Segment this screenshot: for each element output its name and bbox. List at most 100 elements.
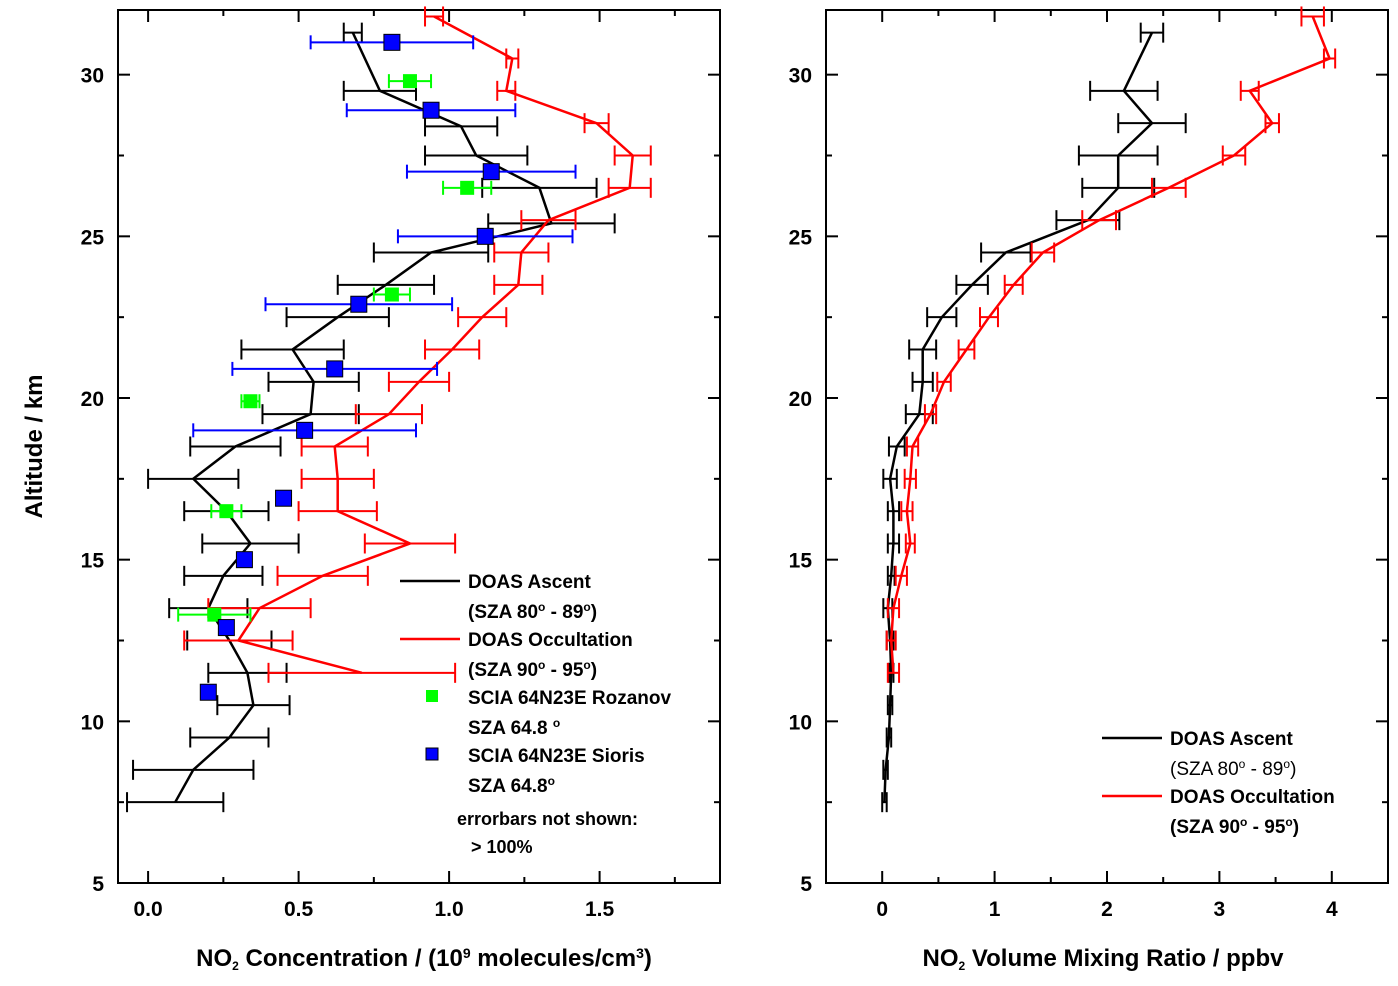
x-tick-label: 3 bbox=[1214, 898, 1226, 921]
data-point-marker bbox=[296, 421, 314, 439]
series-line bbox=[236, 15, 635, 675]
data-point-marker bbox=[402, 74, 417, 89]
degree-superscript: o bbox=[1283, 757, 1290, 771]
legend-note: > 100% bbox=[471, 837, 533, 857]
y-tick-label: 30 bbox=[81, 65, 104, 88]
degree-superscript: o bbox=[583, 658, 590, 672]
legend-sublabel-part: - 95 bbox=[545, 660, 583, 681]
x-axis-label-part: molecules/cm bbox=[471, 945, 636, 972]
legend-label: DOAS Occultation bbox=[1170, 787, 1335, 808]
x-axis-label-subscript: 2 bbox=[959, 959, 966, 973]
legend-label: SCIA 64N23E Rozanov bbox=[468, 688, 672, 709]
y-tick-label: 5 bbox=[92, 873, 104, 896]
y-tick-label: 10 bbox=[81, 711, 104, 734]
panel-1: 0.0 0.5 1.0 1.5 5 10 15 20 25 30 NO2 Concentration… bbox=[21, 6, 721, 974]
legend: DOAS Ascent (SZA 80o - 89o) DOAS Occultati… bbox=[1102, 729, 1335, 838]
legend-sublabel: (SZA 90o - 95o) bbox=[1170, 815, 1299, 838]
data-point-marker bbox=[350, 295, 368, 313]
x-tick-label: 0.0 bbox=[133, 898, 162, 921]
degree-superscript: o bbox=[583, 600, 590, 614]
y-tick-label: 30 bbox=[789, 65, 812, 88]
data-point-marker bbox=[235, 551, 253, 569]
y-tick-label: 20 bbox=[81, 388, 104, 411]
data-point-marker bbox=[199, 683, 217, 701]
legend-sublabel-part: ) bbox=[1293, 817, 1299, 838]
degree-superscript: o bbox=[548, 774, 555, 788]
legend: DOAS Ascent(SZA 80o - 89o)DOAS Occultati… bbox=[400, 572, 672, 857]
legend-label: DOAS Occultation bbox=[468, 630, 633, 651]
legend-sublabel: SZA 64.8 o bbox=[468, 716, 560, 739]
y-tick-label: 20 bbox=[789, 388, 812, 411]
x-axis-label-part: NO bbox=[923, 945, 959, 972]
data-point-marker bbox=[243, 394, 258, 409]
data-point-marker bbox=[217, 619, 235, 637]
degree-superscript: o bbox=[538, 600, 545, 614]
legend-sublabel-part: ) bbox=[591, 660, 597, 681]
data-point-marker bbox=[275, 489, 293, 507]
legend-sublabel-part: SZA 64.8 bbox=[468, 776, 548, 797]
legend-sublabel-part: - 95 bbox=[1247, 817, 1285, 838]
legend-sublabel-part: (SZA 90 bbox=[468, 660, 538, 681]
x-axis-label-part: Volume Mixing Ratio / ppbv bbox=[965, 945, 1284, 972]
x-axis-label-part: Concentration / (10 bbox=[239, 945, 463, 972]
legend-sublabel-part: (SZA 80 bbox=[468, 602, 538, 623]
legend-sublabel-part: ) bbox=[591, 602, 597, 623]
legend-sublabel-part: ) bbox=[1290, 759, 1296, 780]
x-tick-label: 1.0 bbox=[434, 898, 463, 921]
legend-label: DOAS Ascent bbox=[468, 572, 591, 593]
x-axis-label-part: NO bbox=[196, 945, 232, 972]
x-axis-label-superscript: 3 bbox=[636, 945, 644, 961]
series-line bbox=[889, 16, 1332, 673]
degree-superscript: o bbox=[1239, 757, 1246, 771]
x-tick-label: 4 bbox=[1326, 898, 1338, 921]
legend-label: DOAS Ascent bbox=[1170, 729, 1293, 750]
degree-superscript: o bbox=[1240, 815, 1247, 829]
x-tick-label: 1.5 bbox=[585, 898, 615, 921]
series-scia-64n23e-sioris bbox=[192, 33, 577, 701]
x-axis-label-subscript: 2 bbox=[232, 959, 239, 973]
y-tick-label: 15 bbox=[789, 550, 813, 573]
legend-sublabel-part: (SZA 90 bbox=[1170, 817, 1240, 838]
data-point-marker bbox=[326, 360, 344, 378]
x-tick-label: 2 bbox=[1101, 898, 1113, 921]
degree-superscript: o bbox=[1285, 815, 1292, 829]
legend-sublabel-part: SZA 64.8 bbox=[468, 718, 553, 739]
legend-label: SCIA 64N23E Sioris bbox=[468, 746, 645, 767]
legend-sublabel-part: - 89 bbox=[545, 602, 583, 623]
legend-swatch-marker bbox=[425, 747, 439, 761]
data-point-marker bbox=[460, 180, 475, 195]
legend-sublabel: (SZA 80o - 89o) bbox=[1170, 757, 1296, 780]
data-point-marker bbox=[384, 287, 399, 302]
legend-sublabel: SZA 64.8o bbox=[468, 774, 555, 797]
x-axis-label: NO2 Volume Mixing Ratio / ppbv bbox=[923, 945, 1285, 973]
y-tick-label: 10 bbox=[789, 711, 812, 734]
y-tick-label: 5 bbox=[800, 873, 812, 896]
series-scia-64n23e-rozanov bbox=[177, 74, 493, 622]
y-tick-label: 25 bbox=[81, 226, 105, 249]
y-tick-label: 15 bbox=[81, 550, 105, 573]
series-doas-occultation bbox=[885, 6, 1337, 683]
x-tick-label: 0 bbox=[876, 898, 888, 921]
series-line bbox=[174, 32, 554, 803]
plot-frame bbox=[117, 9, 721, 884]
x-axis-label: NO2 Concentration / (109 molecules/cm3) bbox=[196, 945, 652, 974]
legend-sublabel: (SZA 90o - 95o) bbox=[468, 658, 597, 681]
x-axis-label-part: ) bbox=[644, 945, 652, 972]
degree-superscript: o bbox=[553, 716, 560, 730]
x-axis-label-superscript: 9 bbox=[463, 945, 471, 961]
data-point-marker bbox=[482, 163, 500, 181]
x-tick-label: 1 bbox=[989, 898, 1001, 921]
x-tick-label: 0.5 bbox=[284, 898, 314, 921]
data-point-marker bbox=[207, 607, 222, 622]
legend-swatch-marker bbox=[426, 690, 438, 702]
data-point-marker bbox=[383, 33, 401, 51]
legend-sublabel-part: - 89 bbox=[1245, 759, 1283, 780]
y-axis-label: Altitude / km bbox=[21, 374, 48, 518]
data-point-marker bbox=[219, 504, 234, 519]
y-tick-label: 25 bbox=[789, 226, 813, 249]
legend-note: errorbars not shown: bbox=[457, 809, 638, 829]
legend-sublabel: (SZA 80o - 89o) bbox=[468, 600, 597, 623]
series-doas-occultation bbox=[183, 6, 652, 683]
